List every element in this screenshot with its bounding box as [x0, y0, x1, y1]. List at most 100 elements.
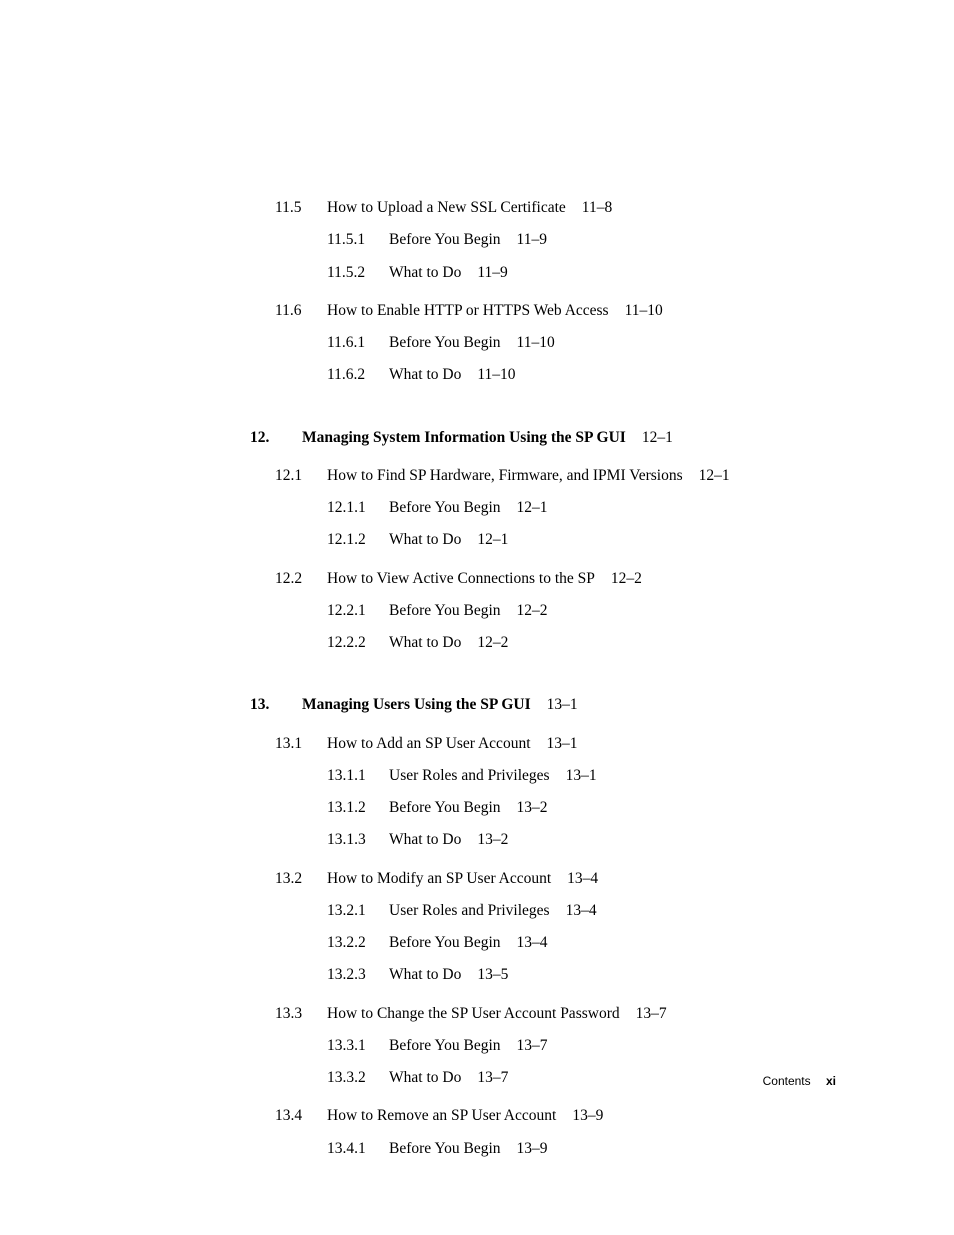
toc-entry-number: 13. — [250, 693, 302, 716]
toc-entry-title-col: How to View Active Connections to the SP… — [327, 567, 642, 590]
toc-entry-number: 11.6 — [275, 299, 327, 322]
toc-entry-number: 13.1.2 — [327, 796, 389, 819]
toc-entry-title-col: How to Enable HTTP or HTTPS Web Access11… — [327, 299, 663, 322]
toc-entry-number: 13.1 — [275, 732, 327, 755]
footer-label: Contents — [763, 1074, 811, 1088]
toc-entry-page: 13–1 — [547, 693, 578, 716]
toc-entry-number: 12. — [250, 426, 302, 449]
toc-entry-page: 12–1 — [642, 426, 673, 449]
toc-entry-title-col: What to Do11–10 — [389, 363, 516, 386]
toc-entry-title-col: Before You Begin 11–9 — [389, 228, 547, 251]
toc-entry: 13.3.1Before You Begin13–7 — [0, 1034, 954, 1057]
toc-entry-page: 11–9 — [517, 228, 547, 251]
toc-entry-title-col: User Roles and Privileges13–1 — [389, 764, 597, 787]
toc-entry: 11.5.1Before You Begin 11–9 — [0, 228, 954, 251]
toc-entry-number: 13.2.1 — [327, 899, 389, 922]
toc-entry-title: How to Remove an SP User Account — [327, 1104, 556, 1127]
toc-entry-number: 12.1.2 — [327, 528, 389, 551]
toc-entry-page: 13–7 — [477, 1066, 508, 1089]
toc-entry-page: 12–1 — [517, 496, 548, 519]
toc-entry-title-col: What to Do13–7 — [389, 1066, 508, 1089]
toc-entry: 13.Managing Users Using the SP GUI 13–1 — [0, 693, 954, 716]
toc-entry-title-col: What to Do12–1 — [389, 528, 508, 551]
toc-entry: 11.6How to Enable HTTP or HTTPS Web Acce… — [0, 299, 954, 322]
toc-entry-page: 13–2 — [517, 796, 548, 819]
toc-entry-number: 12.1 — [275, 464, 327, 487]
toc-entry-number: 13.3.1 — [327, 1034, 389, 1057]
toc-entry-title-col: How to Modify an SP User Account 13–4 — [327, 867, 598, 890]
toc-entry-title-col: User Roles and Privileges 13–4 — [389, 899, 597, 922]
toc-entry: 12.2.1Before You Begin 12–2 — [0, 599, 954, 622]
toc-entry: 13.3How to Change the SP User Account Pa… — [0, 1002, 954, 1025]
toc-entry-title-col: What to Do11–9 — [389, 261, 508, 284]
toc-entry-page: 12–2 — [477, 631, 508, 654]
toc-entry-title: How to Upload a New SSL Certificate — [327, 196, 566, 219]
toc-entry: 13.2.3What to Do 13–5 — [0, 963, 954, 986]
toc-entry: 12.1.2What to Do12–1 — [0, 528, 954, 551]
toc-entry-page: 13–4 — [517, 931, 548, 954]
toc-entry-title-col: Managing Users Using the SP GUI 13–1 — [302, 693, 578, 716]
toc-entry: 12.1.1Before You Begin12–1 — [0, 496, 954, 519]
toc-entry-title: How to Modify an SP User Account — [327, 867, 551, 890]
toc-entry-title: What to Do — [389, 631, 461, 654]
chapter-spacer — [0, 663, 954, 693]
toc-entry-number: 13.2.3 — [327, 963, 389, 986]
toc-entry: 13.2How to Modify an SP User Account 13–4 — [0, 867, 954, 890]
page-footer: Contents xi — [763, 1074, 836, 1088]
toc-entry-title: How to Find SP Hardware, Firmware, and I… — [327, 464, 683, 487]
toc-entry-title: Before You Begin — [389, 1137, 501, 1160]
toc-entry-title: Managing Users Using the SP GUI — [302, 693, 531, 716]
toc-entry-title: Before You Begin — [389, 1034, 501, 1057]
toc-entry-number: 13.3.2 — [327, 1066, 389, 1089]
toc-entry-title: Before You Begin — [389, 228, 501, 251]
toc-entry-title-col: Before You Begin 12–2 — [389, 599, 548, 622]
toc-entry: 13.2.2Before You Begin13–4 — [0, 931, 954, 954]
toc-entry-number: 13.2 — [275, 867, 327, 890]
toc-entry: 11.5How to Upload a New SSL Certificate1… — [0, 196, 954, 219]
toc-entry-number: 12.1.1 — [327, 496, 389, 519]
toc-entry-page: 12–1 — [699, 464, 730, 487]
toc-entry-number: 11.6.1 — [327, 331, 389, 354]
toc-entry-title: How to Change the SP User Account Passwo… — [327, 1002, 620, 1025]
toc-entry-title-col: Managing System Information Using the SP… — [302, 426, 673, 449]
toc-entry-title: User Roles and Privileges — [389, 899, 550, 922]
toc-entry: 12.2.2What to Do12–2 — [0, 631, 954, 654]
toc-entry-title: How to Add an SP User Account — [327, 732, 531, 755]
toc-entry-number: 12.2.1 — [327, 599, 389, 622]
toc-entry-page: 11–10 — [517, 331, 555, 354]
toc-entry: 13.1.2Before You Begin13–2 — [0, 796, 954, 819]
toc-entry-page: 12–2 — [517, 599, 548, 622]
toc-entry: 13.1How to Add an SP User Account13–1 — [0, 732, 954, 755]
toc-entry-title: What to Do — [389, 363, 461, 386]
toc-entry-page: 13–9 — [517, 1137, 548, 1160]
toc-entry: 12.Managing System Information Using the… — [0, 426, 954, 449]
toc-entry-title-col: Before You Begin 13–4 — [389, 931, 548, 954]
toc-entry-title: Before You Begin — [389, 931, 501, 954]
toc-entry-page: 13–4 — [566, 899, 597, 922]
toc-entry-number: 11.5.2 — [327, 261, 389, 284]
toc-entry: 12.1How to Find SP Hardware, Firmware, a… — [0, 464, 954, 487]
toc-entry-title-col: How to Remove an SP User Account 13–9 — [327, 1104, 603, 1127]
toc-entry-page: 13–9 — [572, 1104, 603, 1127]
toc-entry-page: 13–4 — [567, 867, 598, 890]
toc-entry: 11.6.1Before You Begin 11–10 — [0, 331, 954, 354]
toc-entry-title: Before You Begin — [389, 331, 501, 354]
toc-entry-title: What to Do — [389, 963, 461, 986]
toc-entry-page: 13–7 — [636, 1002, 667, 1025]
toc-entry-number: 11.5.1 — [327, 228, 389, 251]
toc-entry-title: User Roles and Privileges — [389, 764, 550, 787]
toc-entry-title: Before You Begin — [389, 599, 501, 622]
toc-entry-title-col: How to Add an SP User Account13–1 — [327, 732, 578, 755]
toc-entry-page: 11–9 — [477, 261, 507, 284]
toc-entry-title-col: Before You Begin13–7 — [389, 1034, 548, 1057]
toc-entry-title-col: Before You Begin 13–9 — [389, 1137, 548, 1160]
toc-entry: 13.2.1User Roles and Privileges 13–4 — [0, 899, 954, 922]
toc-entry-number: 13.3 — [275, 1002, 327, 1025]
toc-entry-page: 11–8 — [582, 196, 612, 219]
toc-entry-title-col: How to Change the SP User Account Passwo… — [327, 1002, 667, 1025]
toc-entry-number: 13.1.3 — [327, 828, 389, 851]
toc-entry: 13.1.1User Roles and Privileges13–1 — [0, 764, 954, 787]
toc-entry-title-col: How to Upload a New SSL Certificate 11–8 — [327, 196, 612, 219]
toc-entry-title-col: Before You Begin12–1 — [389, 496, 548, 519]
toc-entry-page: 13–5 — [477, 963, 508, 986]
